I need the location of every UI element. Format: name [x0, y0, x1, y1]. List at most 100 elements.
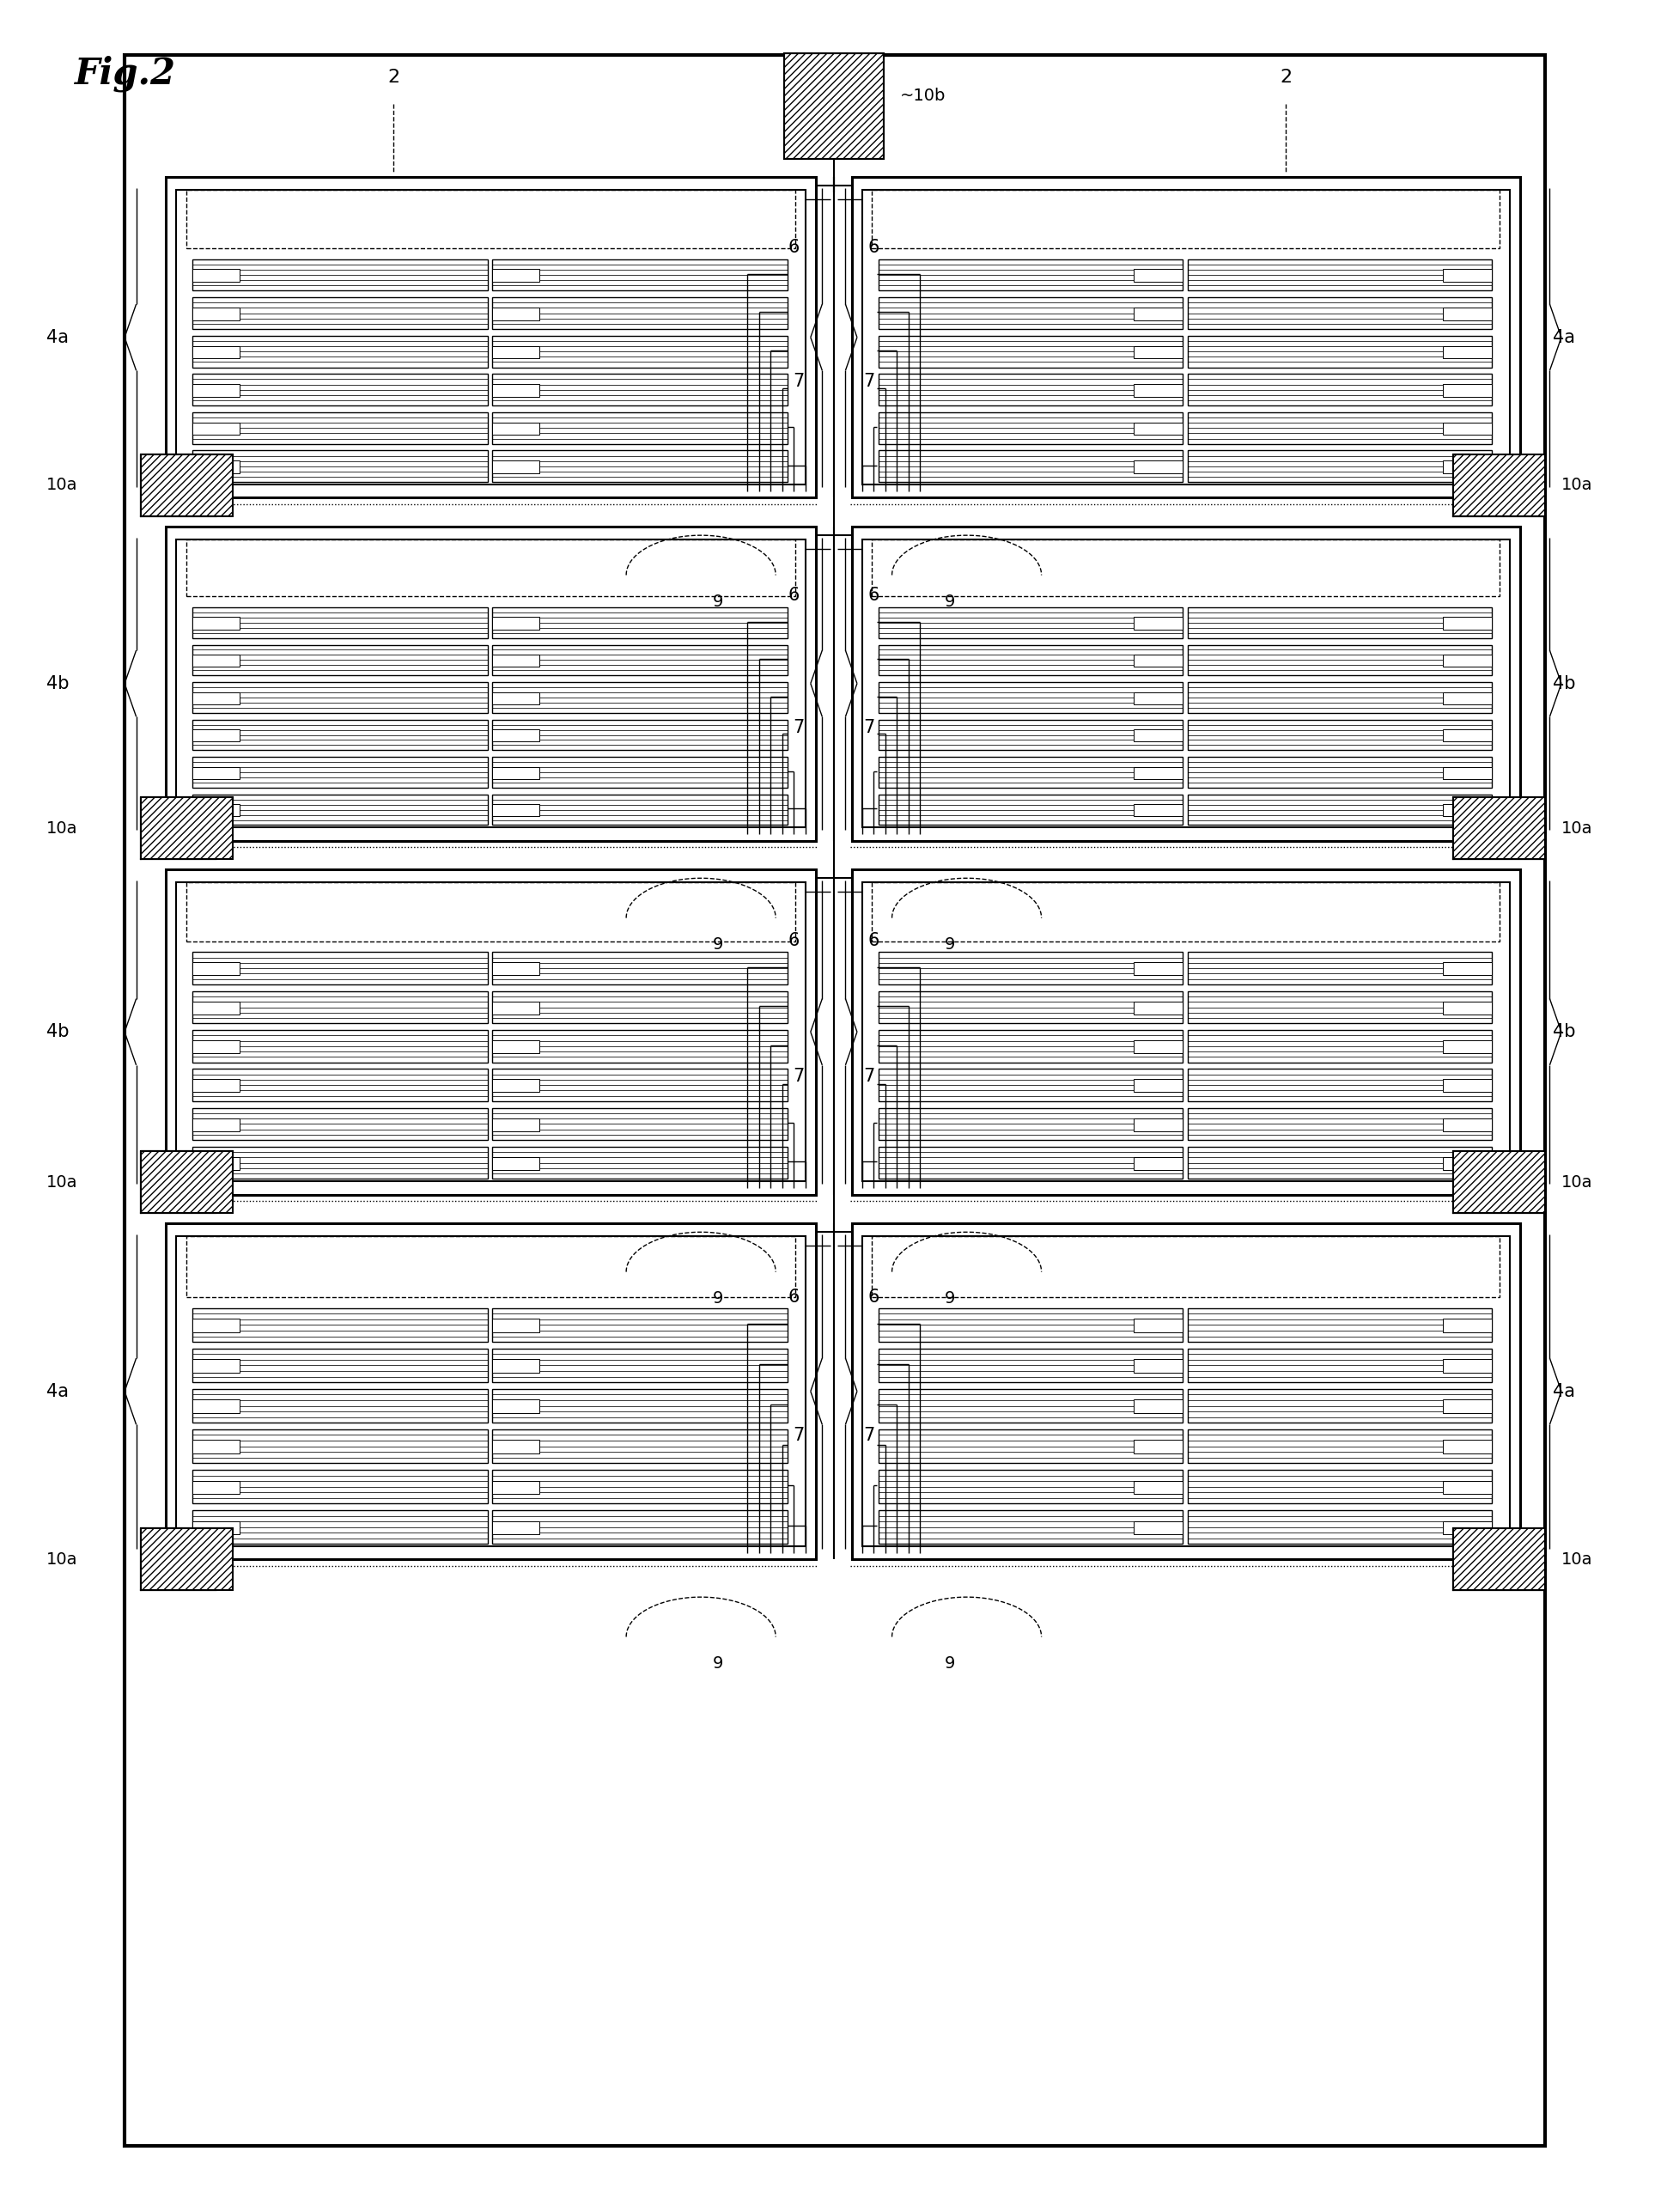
Bar: [1188, 259, 1492, 290]
Bar: [1134, 460, 1183, 473]
Bar: [193, 1429, 488, 1462]
Bar: [879, 644, 1183, 675]
Bar: [193, 991, 488, 1024]
Bar: [862, 883, 1510, 1181]
Bar: [193, 1068, 488, 1102]
Text: 9: 9: [945, 593, 955, 611]
Bar: [193, 1040, 239, 1053]
Bar: [1443, 1079, 1492, 1093]
Text: 4a: 4a: [47, 330, 68, 345]
Bar: [1453, 1150, 1545, 1212]
Bar: [193, 1522, 239, 1535]
Polygon shape: [1453, 1150, 1545, 1212]
Bar: [1188, 991, 1492, 1024]
Bar: [852, 177, 1520, 498]
Bar: [1188, 1146, 1492, 1179]
Bar: [1188, 451, 1492, 482]
Bar: [492, 1469, 787, 1504]
Bar: [492, 460, 540, 473]
Bar: [1443, 805, 1492, 816]
Bar: [166, 869, 816, 1194]
Bar: [862, 540, 1510, 827]
Text: 4a: 4a: [1553, 1382, 1575, 1400]
Bar: [879, 1469, 1183, 1504]
Bar: [879, 608, 1183, 637]
Bar: [879, 719, 1183, 750]
Bar: [492, 1108, 787, 1139]
Bar: [784, 53, 884, 159]
Bar: [1443, 1400, 1492, 1413]
Text: 4b: 4b: [47, 1024, 70, 1040]
Bar: [879, 794, 1183, 825]
Bar: [193, 655, 239, 666]
Text: ~10b: ~10b: [900, 88, 947, 104]
Bar: [492, 1307, 787, 1343]
Bar: [193, 1480, 239, 1493]
Bar: [193, 692, 239, 703]
Text: 6: 6: [789, 1290, 799, 1305]
Bar: [492, 962, 540, 975]
Bar: [1443, 270, 1492, 281]
Bar: [1134, 962, 1183, 975]
Bar: [1188, 1511, 1492, 1544]
Bar: [1188, 608, 1492, 637]
Bar: [492, 655, 540, 666]
Bar: [193, 1318, 239, 1332]
Bar: [1443, 655, 1492, 666]
Bar: [193, 719, 488, 750]
Text: 7: 7: [864, 1427, 874, 1444]
Bar: [193, 1031, 488, 1062]
Bar: [1188, 644, 1492, 675]
Bar: [1443, 1440, 1492, 1453]
Bar: [1188, 411, 1492, 445]
Bar: [186, 540, 796, 597]
Bar: [193, 1511, 488, 1544]
Bar: [1188, 336, 1492, 367]
Bar: [1443, 768, 1492, 779]
Polygon shape: [141, 453, 233, 515]
Bar: [492, 794, 787, 825]
Bar: [879, 1307, 1183, 1343]
Bar: [141, 796, 233, 858]
Bar: [879, 1389, 1183, 1422]
Bar: [492, 730, 540, 741]
Bar: [193, 768, 239, 779]
Bar: [1134, 422, 1183, 436]
Bar: [1134, 1079, 1183, 1093]
Bar: [1188, 1031, 1492, 1062]
Bar: [492, 692, 540, 703]
Bar: [492, 1389, 787, 1422]
Bar: [193, 307, 239, 321]
Bar: [1188, 1469, 1492, 1504]
Text: 9: 9: [945, 1655, 955, 1672]
Text: 9: 9: [945, 1290, 955, 1307]
Bar: [193, 1108, 488, 1139]
Text: 9: 9: [945, 936, 955, 953]
Bar: [1134, 345, 1183, 358]
Text: 4a: 4a: [1553, 330, 1575, 345]
Bar: [193, 962, 239, 975]
Bar: [193, 794, 488, 825]
Bar: [193, 1360, 239, 1374]
Bar: [1188, 757, 1492, 787]
Bar: [141, 1528, 233, 1590]
Bar: [1134, 805, 1183, 816]
Bar: [1443, 345, 1492, 358]
Bar: [872, 540, 1500, 597]
Text: 7: 7: [794, 719, 804, 737]
Bar: [879, 1146, 1183, 1179]
Bar: [872, 1237, 1500, 1296]
Bar: [176, 190, 806, 484]
Bar: [879, 681, 1183, 712]
Bar: [1443, 1522, 1492, 1535]
Bar: [1188, 1389, 1492, 1422]
Text: 6: 6: [789, 931, 799, 949]
Text: 9: 9: [713, 1655, 723, 1672]
Bar: [186, 883, 796, 940]
Bar: [1453, 796, 1545, 858]
Bar: [879, 259, 1183, 290]
Bar: [166, 177, 816, 498]
Bar: [141, 453, 233, 515]
Bar: [1134, 617, 1183, 630]
Bar: [1188, 951, 1492, 984]
